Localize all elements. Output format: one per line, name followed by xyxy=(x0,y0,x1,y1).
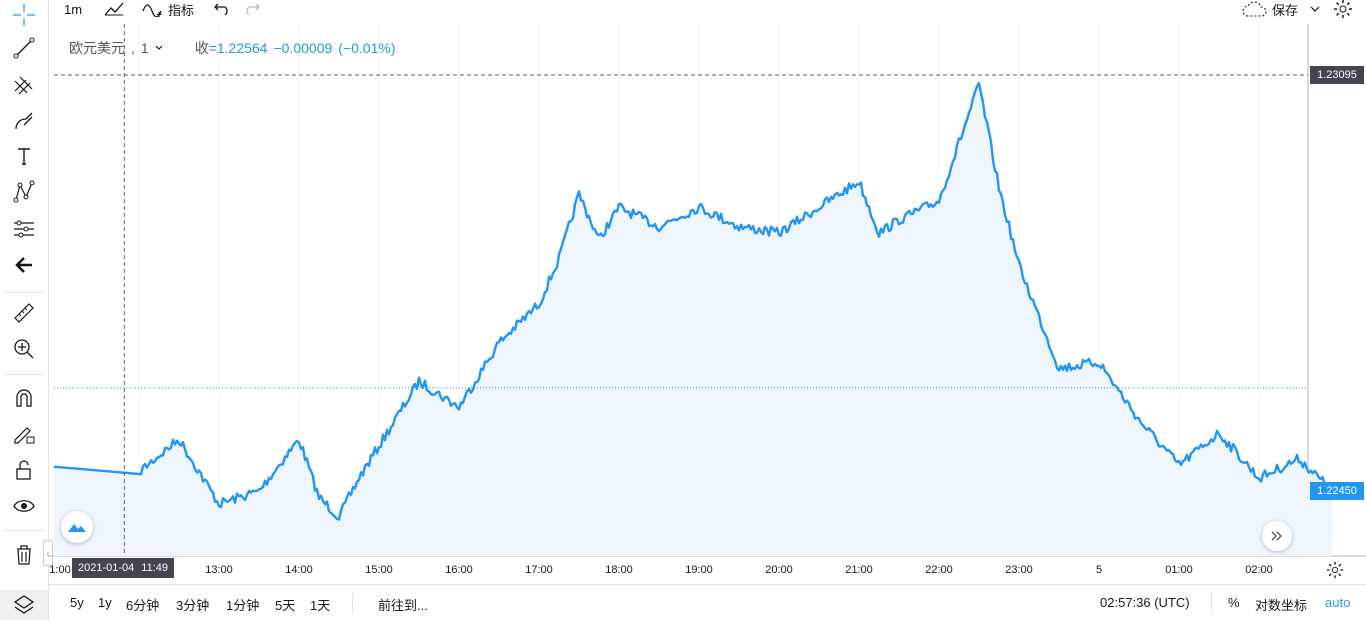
crosshair-time: 11:49 xyxy=(141,562,168,574)
time-axis[interactable]: 1:00 13:00 14:00 15:00 16:00 17:00 18:00… xyxy=(48,558,1308,582)
time-label: 1:00 xyxy=(49,564,71,576)
range-1min-button[interactable]: 1分钟 xyxy=(226,598,260,613)
close-label: 收 xyxy=(194,40,209,56)
eye-icon[interactable] xyxy=(6,491,42,521)
tradingview-logo-icon[interactable] xyxy=(61,511,93,543)
time-label: 16:00 xyxy=(445,564,473,576)
zoom-in-icon[interactable] xyxy=(6,334,42,364)
bottom-toolbar: 5y 1y 6分钟 3分钟 1分钟 5天 1天 前往到... 02:57:36 … xyxy=(48,584,1366,621)
trash-icon[interactable] xyxy=(6,540,42,570)
toolbar-divider xyxy=(4,374,44,375)
interval-button[interactable]: 1m xyxy=(64,1,83,17)
range-5y-button[interactable]: 5y xyxy=(70,595,84,610)
cloud-icon xyxy=(1242,1,1267,17)
time-label: 18:00 xyxy=(605,564,633,576)
crosshair-icon[interactable] xyxy=(6,0,42,30)
time-label: 21:00 xyxy=(845,564,873,576)
top-toolbar: 1m 指标 保存 xyxy=(48,0,1366,18)
crosshair-date: 2021-01-04 xyxy=(78,562,135,574)
percent-scale-button[interactable]: % xyxy=(1228,595,1240,610)
save-button[interactable]: 保存 xyxy=(1242,0,1298,18)
close-value: =1.22564 xyxy=(208,40,268,56)
chevron-down-icon[interactable] xyxy=(1310,0,1320,18)
time-label: 23:00 xyxy=(1005,564,1033,576)
area-fill xyxy=(54,83,1333,556)
time-label: 14:00 xyxy=(285,564,313,576)
trendline-icon[interactable] xyxy=(6,33,42,63)
symbol-name[interactable]: 欧元美元 xyxy=(69,40,125,56)
time-label: 13:00 xyxy=(205,564,233,576)
range-3min-button[interactable]: 3分钟 xyxy=(176,598,210,613)
range-1y-button[interactable]: 1y xyxy=(98,595,112,610)
fib-icon[interactable] xyxy=(6,70,42,100)
collapse-toolbar-button[interactable]: ‹ xyxy=(43,540,53,566)
chevron-down-icon[interactable] xyxy=(155,45,163,51)
back-arrow-icon[interactable] xyxy=(6,250,42,280)
chart-style-icon[interactable] xyxy=(104,0,124,18)
prediction-icon[interactable] xyxy=(6,214,42,244)
indicators-icon xyxy=(142,4,162,17)
auto-scale-button[interactable]: auto xyxy=(1325,595,1351,610)
toolbar-divider xyxy=(4,292,44,293)
indicators-button[interactable]: 指标 xyxy=(142,0,194,18)
time-label: 17:00 xyxy=(525,564,553,576)
layers-icon[interactable] xyxy=(0,590,48,620)
legend-interval[interactable]: 1 xyxy=(140,40,149,56)
range-6min-button[interactable]: 6分钟 xyxy=(126,598,160,613)
redo-icon[interactable] xyxy=(242,0,260,18)
time-label: 5 xyxy=(1095,564,1103,576)
time-label: 19:00 xyxy=(685,564,713,576)
log-scale-button[interactable]: 对数坐标 xyxy=(1255,598,1308,613)
time-label: 15:00 xyxy=(365,564,393,576)
last-price-label: 1.22450 xyxy=(1310,482,1364,500)
axis-settings-gear-icon[interactable] xyxy=(1326,561,1344,584)
scroll-to-realtime-button[interactable] xyxy=(1262,521,1292,551)
change-value: −0.00009 xyxy=(273,40,333,56)
range-1d-button[interactable]: 1天 xyxy=(310,598,331,613)
chart-legend: 欧元美元, 1 收 =1.22564 −0.00009 (−0.01%) xyxy=(69,40,396,56)
magnet-icon[interactable] xyxy=(6,383,42,413)
pattern-icon[interactable] xyxy=(6,177,42,207)
goto-date-button[interactable]: 前往到... xyxy=(378,598,428,613)
change-percent: (−0.01%) xyxy=(338,40,396,56)
double-chevron-right-icon xyxy=(1271,531,1282,541)
indicators-label: 指标 xyxy=(168,2,195,18)
price-chart[interactable] xyxy=(48,24,1366,558)
settings-gear-icon[interactable] xyxy=(1333,0,1353,18)
lock-pencil-icon[interactable] xyxy=(6,418,42,448)
price-series-line xyxy=(53,82,1334,521)
ruler-icon[interactable] xyxy=(6,298,42,328)
brush-icon[interactable] xyxy=(6,106,42,136)
time-label: 22:00 xyxy=(925,564,953,576)
range-5d-button[interactable]: 5天 xyxy=(275,598,296,613)
left-toolbar xyxy=(0,0,49,620)
text-icon[interactable] xyxy=(6,141,42,171)
dashed-line-price-label: 1.23095 xyxy=(1310,66,1364,84)
time-label: 02:00 xyxy=(1245,564,1273,576)
crosshair-time-label: 2021-01-04 11:49 xyxy=(72,558,174,578)
clock-timezone[interactable]: 02:57:36 (UTC) xyxy=(1100,595,1190,610)
undo-icon[interactable] xyxy=(214,0,232,18)
time-label: 20:00 xyxy=(765,564,793,576)
divider xyxy=(352,593,353,613)
save-label: 保存 xyxy=(1272,2,1299,18)
toolbar-divider xyxy=(4,530,44,531)
divider xyxy=(1211,593,1212,613)
time-label: 01:00 xyxy=(1165,564,1193,576)
unlock-icon[interactable] xyxy=(6,455,42,485)
